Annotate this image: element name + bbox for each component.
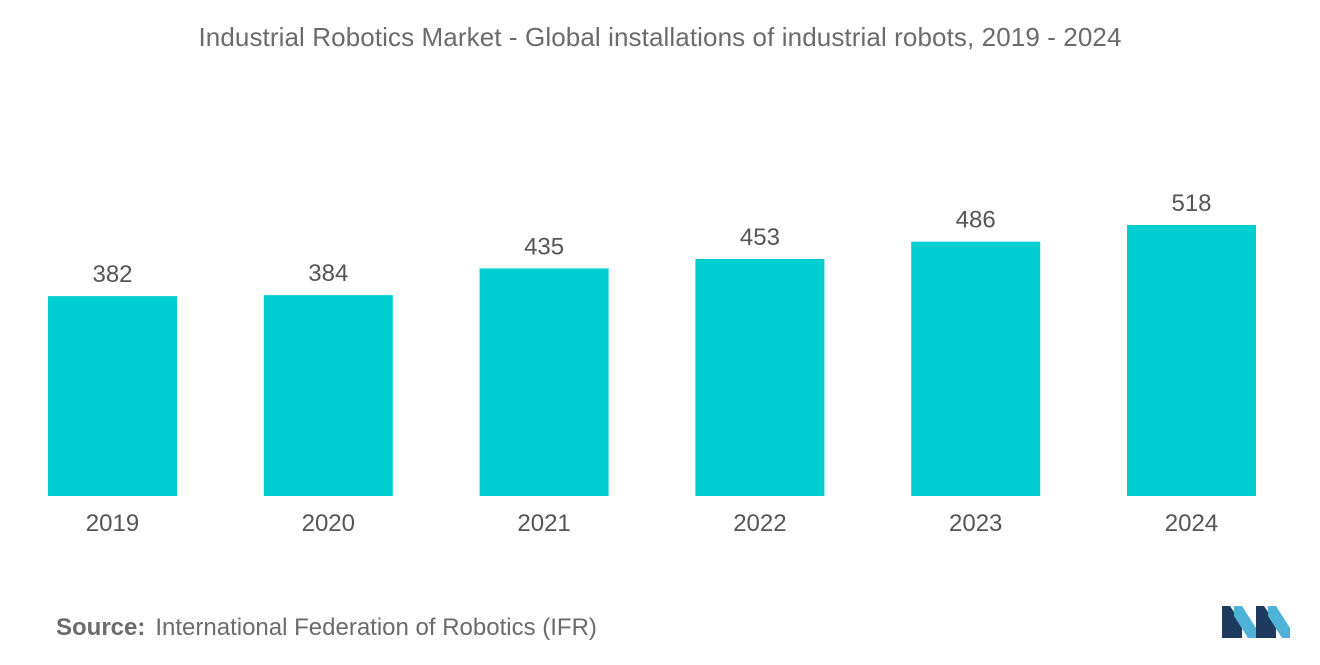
bar-2021 <box>479 268 609 496</box>
x-tick-label-2022: 2022 <box>733 510 786 537</box>
x-tick-label-2024: 2024 <box>1165 510 1218 537</box>
data-label-2021: 435 <box>524 233 564 260</box>
source-text: International Federation of Robotics (IF… <box>155 614 597 641</box>
data-label-2022: 453 <box>740 224 780 251</box>
bar-2023 <box>911 241 1041 496</box>
x-tick-label-2020: 2020 <box>302 510 355 537</box>
data-label-2024: 518 <box>1171 190 1211 217</box>
data-label-2023: 486 <box>956 207 996 234</box>
bars-group: 382 2019 384 2020 435 2021 453 2022 486 2023 518 20… <box>48 190 1256 537</box>
x-tick-label-2019: 2019 <box>86 510 139 537</box>
chart-title: Industrial Robotics Market - Global inst… <box>198 22 1122 52</box>
bar-2022 <box>695 259 825 496</box>
source-label: Source: <box>56 614 146 641</box>
data-label-2020: 384 <box>308 260 348 287</box>
bar-2024 <box>1127 225 1256 496</box>
x-tick-label-2023: 2023 <box>949 510 1002 537</box>
x-tick-label-2021: 2021 <box>517 510 570 537</box>
source-note: Source: International Federation of Robot… <box>56 614 597 642</box>
bar-2019 <box>48 296 177 496</box>
mordor-intelligence-logo-icon <box>1222 606 1290 638</box>
bar-2020 <box>263 295 393 496</box>
data-label-2019: 382 <box>92 261 132 288</box>
